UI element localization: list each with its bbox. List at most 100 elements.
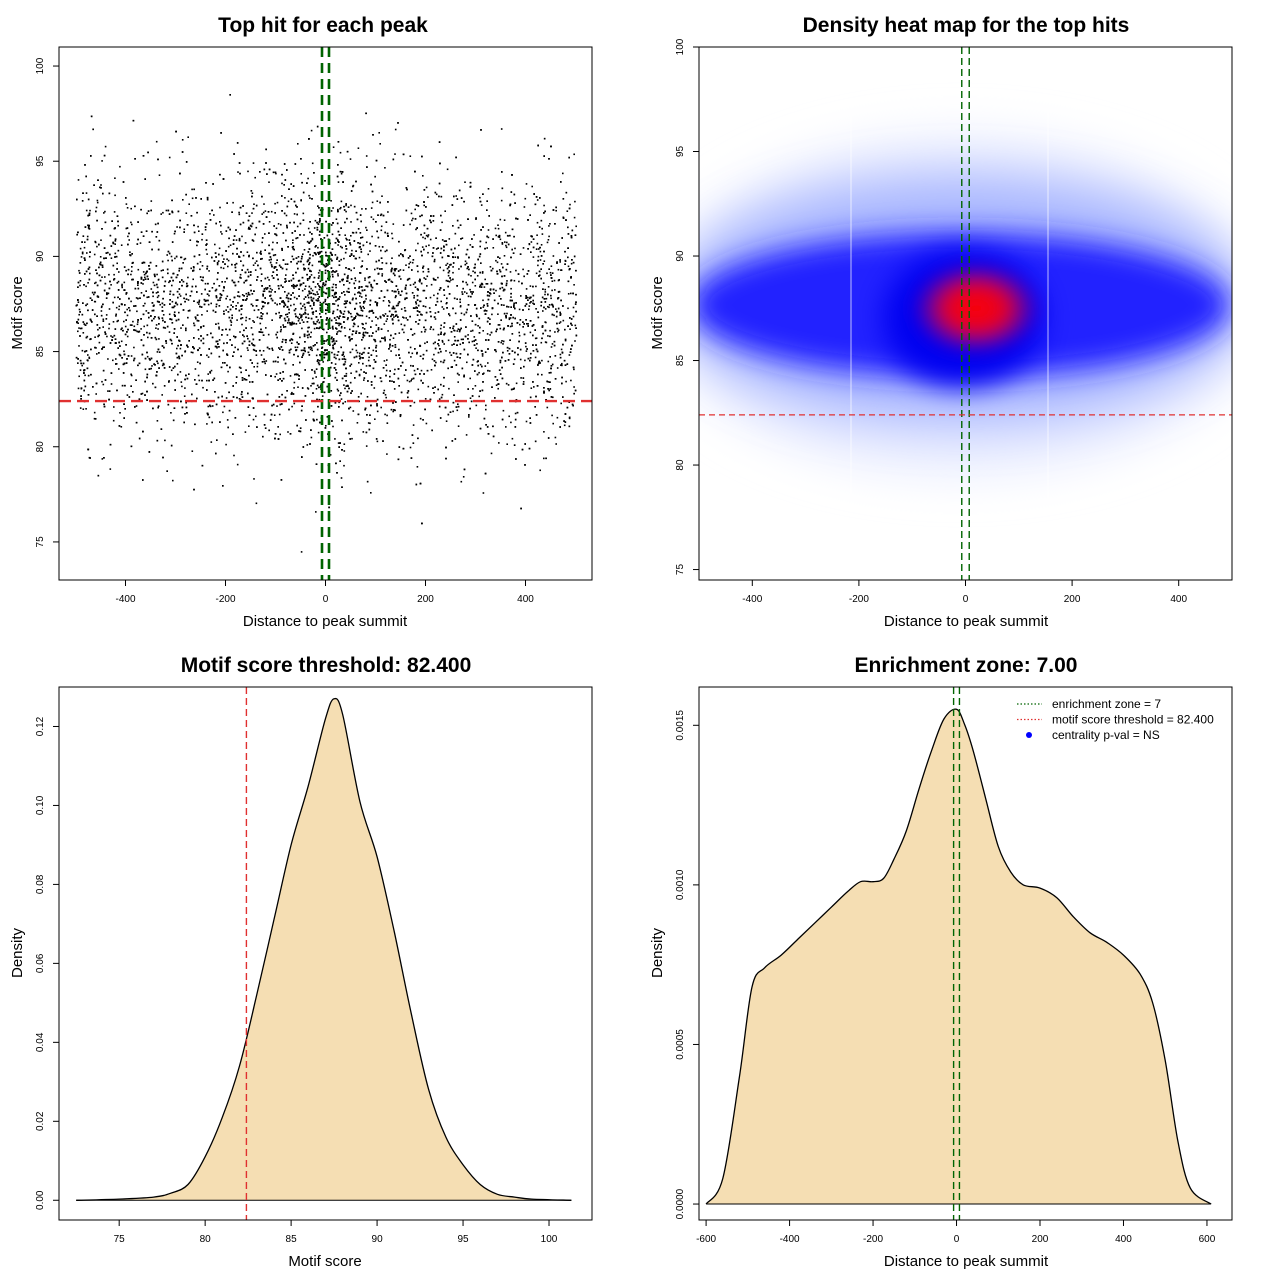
data-point [400,278,402,280]
data-point [333,293,336,296]
data-point [230,324,232,326]
data-point [213,214,215,216]
data-point [545,341,548,344]
data-point [127,328,129,331]
data-point [95,210,97,213]
data-point [477,349,479,352]
data-point [303,298,305,300]
data-point [123,320,125,323]
data-point [213,377,216,380]
data-point [321,328,324,330]
data-point [192,351,194,354]
data-point [557,330,559,333]
data-point [173,311,176,313]
data-point [368,356,370,359]
data-point [358,355,361,357]
data-point [335,286,337,289]
data-point [459,224,462,226]
data-point [479,240,482,243]
data-point [252,418,255,421]
data-point [241,294,244,296]
data-point [520,377,522,379]
data-point [168,213,171,215]
data-point [314,219,317,222]
data-point [227,259,230,262]
data-point [517,347,519,349]
data-point [144,368,147,371]
data-point [397,304,399,307]
data-point [118,305,121,308]
data-point [362,305,364,308]
data-point [138,437,141,440]
data-point [359,295,361,297]
data-point [349,328,351,331]
data-point [344,401,347,403]
data-point [193,231,196,234]
data-point [281,341,284,343]
data-point [514,247,516,250]
data-point [483,372,485,375]
data-point [118,308,120,311]
scatter-points [75,94,578,553]
data-point [518,334,521,337]
data-point [94,336,96,338]
data-point [541,233,544,235]
data-point [535,337,538,339]
data-point [145,272,147,275]
data-point [383,389,386,392]
data-point [445,350,447,352]
data-point [458,244,460,247]
data-point [286,294,288,297]
data-point [572,306,575,309]
data-point [315,376,317,378]
data-point [229,339,231,341]
data-point [456,339,459,342]
data-point [351,348,354,351]
data-point [113,279,115,281]
data-point [359,302,361,304]
data-point [427,385,430,388]
data-point [343,443,346,445]
data-point [108,308,111,310]
data-point [451,344,453,346]
data-point [242,254,245,257]
data-point [215,403,218,406]
data-point [324,272,327,274]
data-point [406,297,408,299]
data-point [222,267,225,270]
data-point [251,192,254,194]
data-point [402,269,405,271]
data-point [220,296,222,299]
data-point [313,227,316,229]
data-point [321,346,324,349]
data-point [548,235,550,238]
data-point [293,353,295,356]
data-point [499,287,501,290]
data-point [529,331,532,334]
data-point [477,325,479,327]
data-point [130,273,132,276]
data-point [114,252,117,255]
data-point [356,422,359,424]
data-point [167,209,170,212]
data-point [171,300,174,303]
data-point [519,358,522,361]
data-point [454,256,457,258]
data-point [338,260,341,262]
data-point [297,143,299,145]
data-point [129,251,131,253]
data-point [422,270,425,273]
data-point [207,282,209,285]
data-point [533,386,535,388]
data-point [94,282,96,285]
data-point [353,267,355,269]
data-point [300,316,302,319]
data-point [190,267,192,270]
data-point [458,268,460,270]
data-point [465,434,468,436]
data-point [118,271,120,273]
data-point [141,392,144,395]
data-point [498,295,501,297]
data-point [276,405,278,407]
data-point [346,290,348,293]
